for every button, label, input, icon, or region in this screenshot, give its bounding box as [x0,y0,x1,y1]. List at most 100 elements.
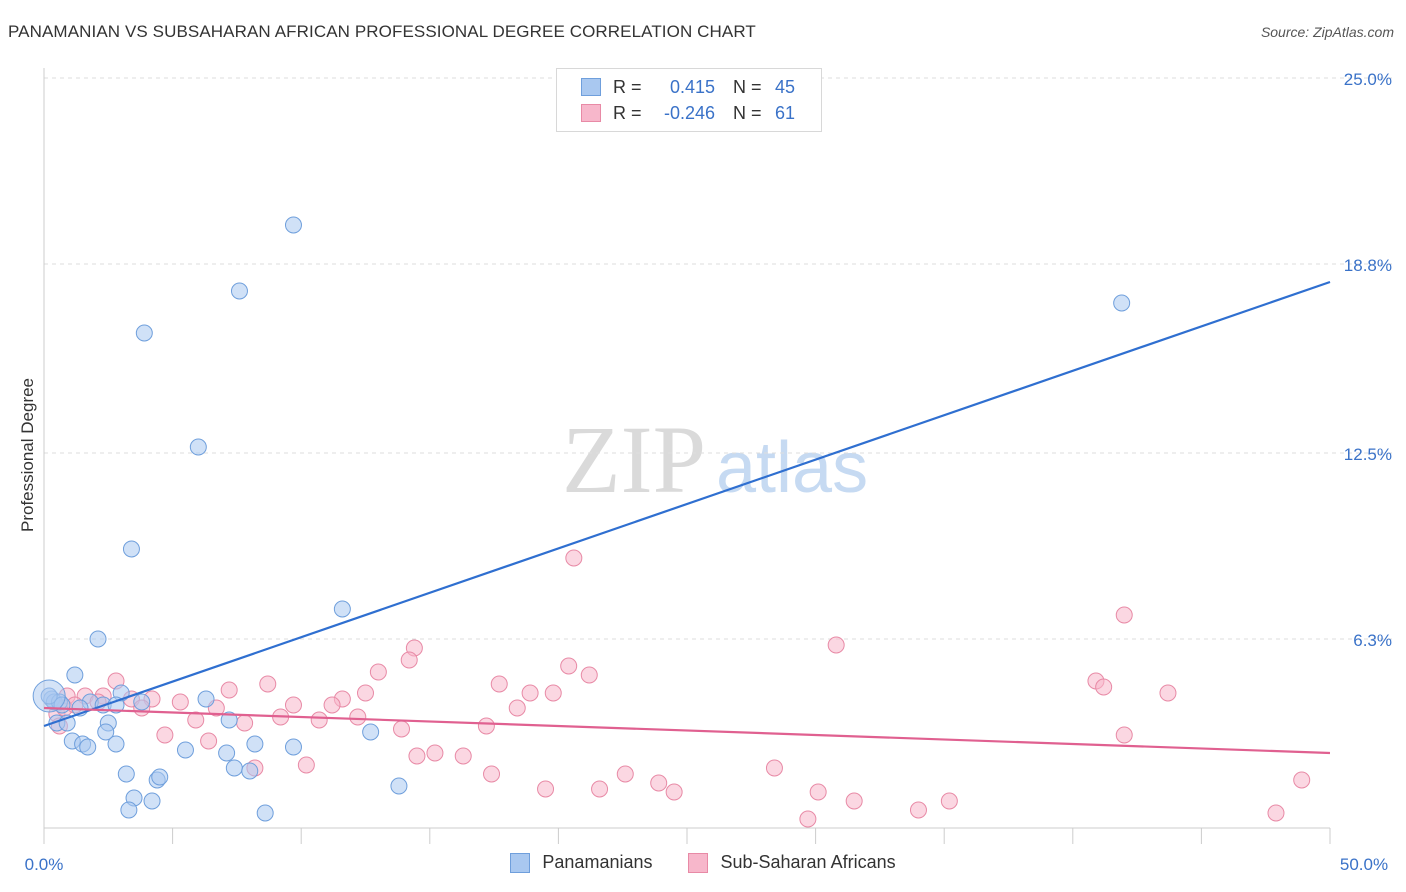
y-axis-label: Professional Degree [18,378,37,532]
legend-row-panamanians: R = 0.415 N = 45 [581,75,795,99]
panamanian-point [1113,294,1131,312]
series-legend: Panamanians Sub-Saharan Africans [0,852,1406,873]
subsaharan-point [171,693,189,711]
panamanian-trend-line [43,280,1331,728]
subsaharan-point [616,765,634,783]
x-tick-label: 0.0% [25,855,64,874]
legend-r-value: 0.415 [669,76,715,97]
panamanian-point [246,735,264,753]
panamanian-point [151,768,169,786]
legend-swatch-panamanians [581,78,601,96]
subsaharan-point [537,780,555,798]
legend-r-label: R = [613,102,642,123]
subsaharan-point [357,684,374,702]
panamanian-point [120,801,138,819]
panamanian-point [225,759,243,777]
subsaharan-trend-line [43,706,1331,755]
x-tick-label: 50.0% [1340,855,1388,874]
series-label-subsaharan: Sub-Saharan Africans [720,852,896,872]
panamanian-point [79,738,97,756]
subsaharan-point [156,726,174,744]
subsaharan-point [200,732,218,750]
subsaharan-point [490,675,508,693]
panamanian-point [143,792,161,810]
series-label-panamanians: Panamanians [542,852,653,872]
subsaharan-point [765,759,783,777]
y-tick-label: 25.0% [1344,70,1392,89]
subsaharan-point [454,747,472,765]
chart-title: PANAMANIAN VS SUBSAHARAN AFRICAN PROFESS… [8,22,756,41]
subsaharan-point [665,783,683,801]
legend-row-subsaharan: R = -0.246 N = 61 [581,101,795,125]
panamanian-point [230,282,248,300]
subsaharan-point [909,801,927,819]
series-legend-panamanians[interactable]: Panamanians [510,852,652,873]
panamanian-point [32,679,66,713]
legend-r-value: -0.246 [663,102,715,123]
y-tick-label: 18.8% [1344,256,1392,275]
panamanian-point [66,666,84,684]
subsaharan-point [393,720,411,738]
subsaharan-point [1115,726,1133,744]
panamanian-point [333,600,351,618]
correlation-legend: R = 0.415 N = 45 R = -0.246 N = 61 [556,68,822,132]
panamanian-point [176,741,194,759]
legend-n-value: 45 [774,76,795,97]
y-tick-label: 12.5% [1344,445,1392,464]
watermark-zip: ZIP [562,406,706,513]
subsaharan-point [477,717,495,735]
subsaharan-point [521,684,539,702]
legend-n-label: N = [733,102,762,123]
subsaharan-point [544,684,562,702]
panamanian-point [135,324,153,342]
subsaharan-point [1095,678,1113,696]
series-legend-subsaharan[interactable]: Sub-Saharan Africans [688,852,896,873]
source-credit: Source: ZipAtlas.com [1260,24,1394,40]
panamanian-point [189,438,207,456]
subsaharan-point [508,699,526,717]
subsaharan-point [369,663,387,681]
subsaharan-point [426,744,444,762]
subsaharan-point [297,756,315,774]
subsaharan-point [400,651,418,669]
subsaharan-point [560,657,578,675]
subsaharan-point [310,711,328,729]
subsaharan-point [408,747,426,765]
subsaharan-point [284,696,302,714]
subsaharan-point [1115,606,1133,624]
subsaharan-point [323,696,341,714]
panamanian-point [197,690,215,708]
legend-r-label: R = [613,76,642,97]
subsaharan-point [580,666,598,684]
panamanian-point [133,693,151,711]
subsaharan-point [220,681,238,699]
subsaharan-point [827,636,845,654]
panamanian-point [284,738,302,756]
subsaharan-point [259,675,277,693]
subsaharan-point [845,792,863,810]
panamanian-point [284,216,302,234]
panamanian-point [218,744,236,762]
panamanian-point [390,777,408,795]
panamanian-point [220,711,238,729]
subsaharan-point [650,774,668,792]
panamanian-point [117,765,135,783]
series-swatch-panamanians [510,852,531,873]
panamanian-point [256,804,274,822]
subsaharan-point [1293,771,1311,789]
legend-swatch-subsaharan [581,104,601,122]
panamanian-point [89,630,107,648]
subsaharan-point [799,810,817,828]
subsaharan-point [940,792,958,810]
subsaharan-point [809,783,827,801]
panamanian-point [97,723,115,741]
subsaharan-point [1159,684,1177,702]
legend-n-value: 61 [774,102,795,123]
subsaharan-point [591,780,609,798]
series-swatch-subsaharan [688,852,709,873]
subsaharan-point [187,711,205,729]
subsaharan-point [483,765,501,783]
subsaharan-point [236,714,254,732]
panamanian-point [362,723,380,741]
subsaharan-point [565,549,583,567]
